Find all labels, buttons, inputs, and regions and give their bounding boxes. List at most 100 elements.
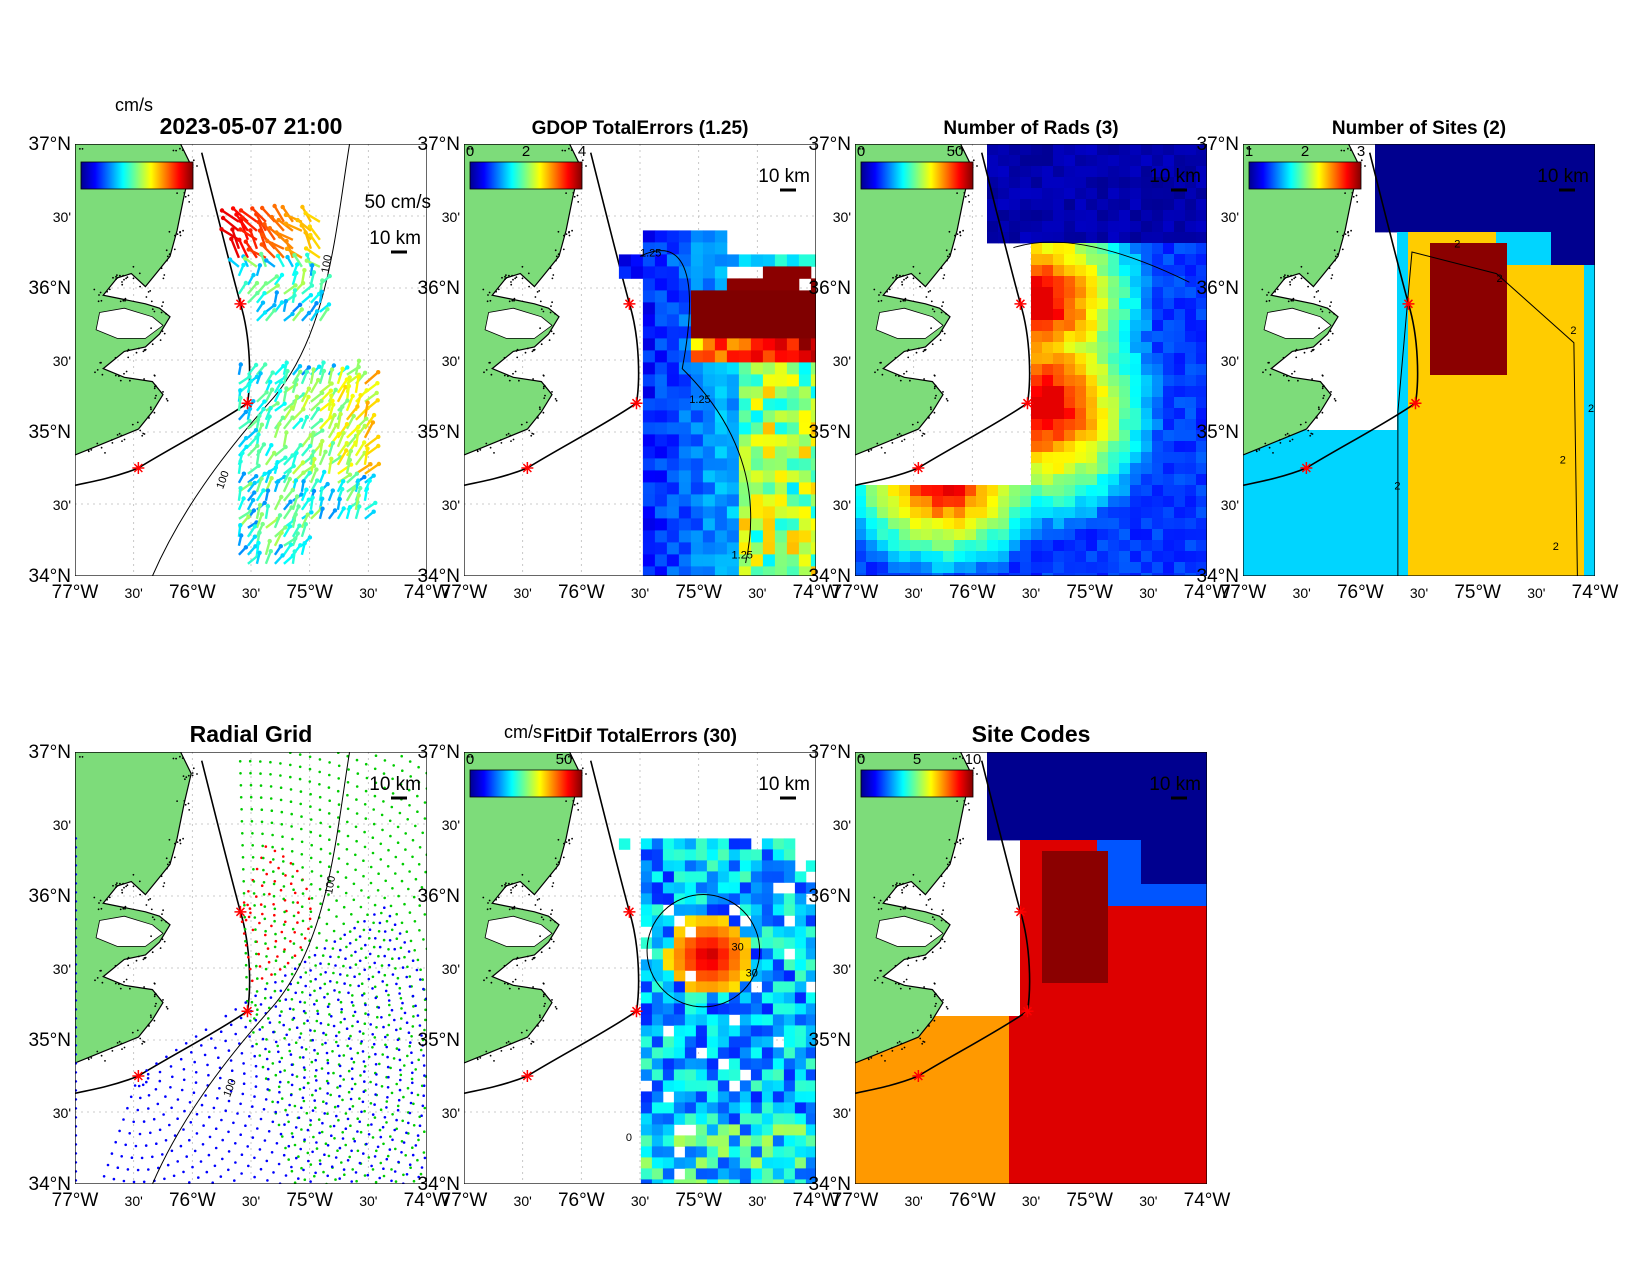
nrads-cell <box>1020 507 1032 519</box>
nsites-cell <box>1408 254 1420 266</box>
nrads-cell <box>1108 254 1120 266</box>
radgrid-radial-point <box>330 1015 333 1018</box>
gdop-shore-dot <box>482 288 485 291</box>
nrads-cell <box>954 496 966 508</box>
nsites-cell <box>1474 375 1486 387</box>
radgrid-radial-point <box>270 1151 274 1154</box>
nsites-cell <box>1397 331 1409 343</box>
radgrid-radial-point <box>241 832 244 835</box>
nsites-cell <box>1584 386 1595 398</box>
nsites-cell <box>1441 331 1453 343</box>
nrads-cell <box>1196 342 1207 354</box>
radgrid-radial-point <box>238 1042 241 1045</box>
totals-current-vector-head <box>229 236 234 242</box>
nsites-cell <box>1463 221 1475 233</box>
totals-current-vector-head <box>278 544 283 549</box>
radgrid-radial-point <box>319 874 323 878</box>
nrads-shore-dot <box>903 438 906 441</box>
nrads-cell <box>1053 287 1065 299</box>
radgrid-radial-point <box>249 771 252 775</box>
nrads-cell <box>954 573 966 576</box>
nsites-cell <box>1540 562 1552 574</box>
nsites-shore-dot <box>1278 439 1281 441</box>
radgrid-radial-point <box>354 853 357 857</box>
totals-current-vector-head <box>259 476 264 481</box>
radgrid-radial-point <box>278 1090 281 1094</box>
radgrid-radial-point <box>142 1120 146 1123</box>
nsites-cell <box>1430 397 1442 409</box>
nrads-shore-dot <box>901 283 904 286</box>
radgrid-radial-point <box>411 1153 415 1157</box>
radgrid-radial-point <box>273 849 277 853</box>
gdop-shore-dot <box>539 300 542 303</box>
nsites-shore-dot <box>1267 291 1270 294</box>
gdop-cell <box>774 518 788 531</box>
radgrid-radial-point <box>298 1036 302 1039</box>
nsites-cell <box>1529 419 1541 431</box>
radgrid-radial-point <box>266 1067 270 1071</box>
gdop-cell <box>690 254 704 267</box>
totals-current-vector-head <box>260 300 266 305</box>
radgrid-radial-point <box>423 801 427 804</box>
nsites-cell <box>1562 518 1574 530</box>
gdop-cell <box>786 374 800 387</box>
radgrid-radial-point <box>284 1174 288 1177</box>
nsites-cell <box>1452 254 1464 266</box>
gdop-cell <box>810 374 816 387</box>
nsites-cell <box>1452 287 1464 299</box>
radgrid-radial-point <box>278 1060 281 1064</box>
nsites-cell <box>1496 287 1508 299</box>
gdop-cell <box>678 518 692 531</box>
nrads-cell <box>1185 331 1197 343</box>
nrads-cell <box>1163 364 1175 376</box>
nsites-cell <box>1529 496 1541 508</box>
nrads-cell <box>921 573 933 576</box>
totals-current-vector-head <box>276 479 281 484</box>
nsites-cell <box>1485 155 1497 167</box>
nrads-cell <box>1042 463 1054 475</box>
gdop-cell <box>738 434 752 447</box>
radgrid-shore-dot <box>163 882 166 884</box>
radgrid-radial-point <box>399 1078 402 1082</box>
radgrid-radial-point <box>358 1097 361 1100</box>
nrads-cell <box>1185 452 1197 464</box>
radgrid-radial-point <box>192 1091 196 1094</box>
radgrid-shore-dot <box>116 882 118 884</box>
nrads-shore-dot <box>940 311 943 314</box>
nrads-cell <box>1042 397 1054 409</box>
nrads-cell <box>1097 419 1109 431</box>
radgrid-radial-point <box>355 812 359 815</box>
nsites-cell <box>1265 529 1277 541</box>
gdop-cell <box>738 350 752 363</box>
nsites-cell <box>1551 507 1563 519</box>
nsites-shore-dot <box>1300 265 1303 268</box>
radgrid-radial-point <box>349 1124 352 1127</box>
nrads-shore-dot <box>940 267 943 270</box>
nrads-cell <box>932 540 944 552</box>
radgrid-radial-point <box>284 1108 287 1112</box>
nrads-cell <box>1031 298 1043 310</box>
totals-current-vector-head <box>331 363 337 368</box>
totals-current-vector-head <box>284 246 290 251</box>
radgrid-radial-point <box>416 794 419 798</box>
nrads-cell <box>1141 386 1153 398</box>
radgrid-radial-point <box>322 1170 325 1174</box>
radgrid-radial-point <box>271 833 274 837</box>
totals-current-vector-head <box>299 223 304 228</box>
radgrid-radial-point <box>340 1010 343 1014</box>
nsites-shore-dot <box>1294 276 1297 279</box>
radgrid-radial-point <box>358 1120 362 1123</box>
nrads-shore-dot <box>861 148 864 150</box>
nsites-cell <box>1353 463 1365 475</box>
gdop-cell <box>702 242 716 255</box>
radgrid-radial-point <box>276 1100 280 1104</box>
nrads-cell <box>1020 177 1032 189</box>
nrads-cell <box>1174 573 1186 576</box>
totals-current-vector-head <box>241 262 246 268</box>
totals-lat-tick: 30' <box>53 209 71 225</box>
nrads-cell <box>1130 210 1142 222</box>
radgrid-shore-dot <box>121 889 123 891</box>
nrads-cell <box>1064 573 1076 576</box>
nsites-cell <box>1474 298 1486 310</box>
nsites-cell <box>1342 430 1354 442</box>
